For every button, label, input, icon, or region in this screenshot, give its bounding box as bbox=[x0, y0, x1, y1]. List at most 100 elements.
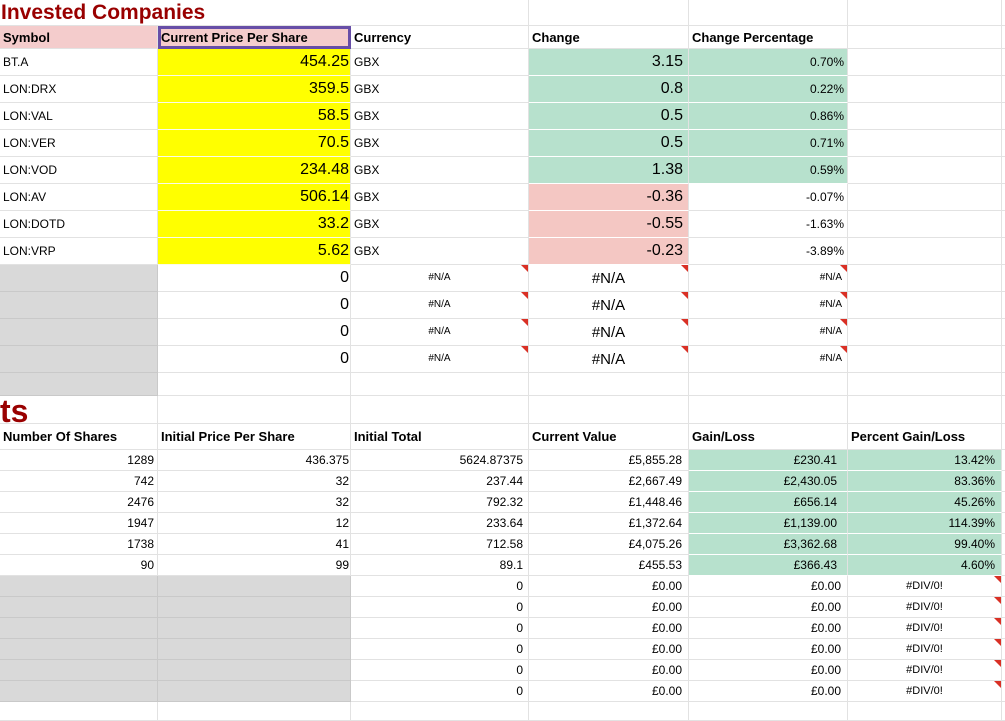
currency-cell[interactable]: GBX bbox=[351, 76, 529, 103]
initial-total-cell[interactable]: 792.32 bbox=[351, 492, 529, 513]
price-cell[interactable]: 234.48 bbox=[158, 157, 351, 184]
change-pct-na-cell[interactable]: #N/A bbox=[689, 346, 848, 373]
gain-loss-cell[interactable]: £2,430.05 bbox=[689, 471, 848, 492]
zero-gain-cell[interactable]: £0.00 bbox=[689, 597, 848, 618]
change-cell[interactable]: -0.23 bbox=[529, 238, 689, 265]
percent-gain-cell[interactable]: 45.26% bbox=[848, 492, 1002, 513]
empty-symbol-cell[interactable] bbox=[0, 346, 158, 373]
div-zero-error-cell[interactable]: #DIV/0! bbox=[848, 576, 1002, 597]
current-value-cell[interactable]: £1,448.46 bbox=[529, 492, 689, 513]
empty-cell[interactable] bbox=[848, 292, 1002, 319]
initial-total-cell[interactable]: 5624.87375 bbox=[351, 450, 529, 471]
initial-price-cell[interactable]: 32 bbox=[158, 471, 351, 492]
currency-na-cell[interactable]: #N/A bbox=[351, 346, 529, 373]
current-value-cell[interactable]: £2,667.49 bbox=[529, 471, 689, 492]
change-pct-na-cell[interactable]: #N/A bbox=[689, 319, 848, 346]
div-zero-error-cell[interactable]: #DIV/0! bbox=[848, 660, 1002, 681]
percent-gain-cell[interactable]: 4.60% bbox=[848, 555, 1002, 576]
symbol-cell[interactable]: LON:DRX bbox=[0, 76, 158, 103]
percent-gain-cell[interactable]: 83.36% bbox=[848, 471, 1002, 492]
initial-price-cell[interactable]: 12 bbox=[158, 513, 351, 534]
empty-cell[interactable] bbox=[351, 702, 529, 721]
empty-cell[interactable] bbox=[848, 346, 1002, 373]
empty-initial-price-cell[interactable] bbox=[158, 639, 351, 660]
change-cell[interactable]: 0.5 bbox=[529, 103, 689, 130]
symbol-cell[interactable]: BT.A bbox=[0, 49, 158, 76]
initial-price-cell[interactable]: 436.375 bbox=[158, 450, 351, 471]
symbol-cell[interactable]: LON:VAL bbox=[0, 103, 158, 130]
empty-cell[interactable] bbox=[848, 211, 1002, 238]
empty-cell[interactable] bbox=[848, 49, 1002, 76]
change-cell[interactable]: 0.8 bbox=[529, 76, 689, 103]
current-value-cell[interactable]: £5,855.28 bbox=[529, 450, 689, 471]
empty-cell[interactable] bbox=[848, 319, 1002, 346]
section1-title[interactable]: Invested Companies bbox=[0, 0, 529, 26]
col-header-current-value[interactable]: Current Value bbox=[529, 424, 689, 450]
empty-initial-price-cell[interactable] bbox=[158, 576, 351, 597]
change-cell[interactable]: 0.5 bbox=[529, 130, 689, 157]
current-value-cell[interactable]: £1,372.64 bbox=[529, 513, 689, 534]
currency-na-cell[interactable]: #N/A bbox=[351, 292, 529, 319]
initial-price-cell[interactable]: 32 bbox=[158, 492, 351, 513]
symbol-cell[interactable]: LON:AV bbox=[0, 184, 158, 211]
empty-cell[interactable] bbox=[848, 26, 1002, 49]
empty-cell[interactable] bbox=[529, 396, 689, 424]
zero-gain-cell[interactable]: £0.00 bbox=[689, 618, 848, 639]
zero-value-cell[interactable]: £0.00 bbox=[529, 681, 689, 702]
empty-shares-cell[interactable] bbox=[0, 618, 158, 639]
div-zero-error-cell[interactable]: #DIV/0! bbox=[848, 618, 1002, 639]
initial-total-cell[interactable]: 233.64 bbox=[351, 513, 529, 534]
currency-cell[interactable]: GBX bbox=[351, 184, 529, 211]
change-pct-cell[interactable]: 0.71% bbox=[689, 130, 848, 157]
currency-cell[interactable]: GBX bbox=[351, 130, 529, 157]
initial-price-cell[interactable]: 99 bbox=[158, 555, 351, 576]
empty-cell[interactable] bbox=[351, 373, 529, 396]
shares-cell[interactable]: 2476 bbox=[0, 492, 158, 513]
initial-total-cell[interactable]: 712.58 bbox=[351, 534, 529, 555]
empty-shares-cell[interactable] bbox=[0, 597, 158, 618]
col-header-currency[interactable]: Currency bbox=[351, 26, 529, 49]
empty-initial-price-cell[interactable] bbox=[158, 681, 351, 702]
price-cell[interactable]: 70.5 bbox=[158, 130, 351, 157]
col-header-current-price[interactable]: Current Price Per Share bbox=[158, 26, 351, 49]
gain-loss-cell[interactable]: £3,362.68 bbox=[689, 534, 848, 555]
zero-gain-cell[interactable]: £0.00 bbox=[689, 639, 848, 660]
price-cell[interactable]: 5.62 bbox=[158, 238, 351, 265]
empty-cell[interactable] bbox=[351, 396, 529, 424]
price-cell[interactable]: 58.5 bbox=[158, 103, 351, 130]
change-na-cell[interactable]: #N/A bbox=[529, 292, 689, 319]
change-cell[interactable]: 1.38 bbox=[529, 157, 689, 184]
percent-gain-cell[interactable]: 13.42% bbox=[848, 450, 1002, 471]
zero-price-cell[interactable]: 0 bbox=[158, 265, 351, 292]
zero-price-cell[interactable]: 0 bbox=[158, 346, 351, 373]
symbol-cell[interactable]: LON:VRP bbox=[0, 238, 158, 265]
change-pct-cell[interactable]: 0.70% bbox=[689, 49, 848, 76]
change-pct-cell[interactable]: 0.22% bbox=[689, 76, 848, 103]
empty-cell[interactable] bbox=[529, 702, 689, 721]
col-header-gain-loss[interactable]: Gain/Loss bbox=[689, 424, 848, 450]
empty-cell[interactable] bbox=[848, 184, 1002, 211]
currency-cell[interactable]: GBX bbox=[351, 238, 529, 265]
zero-total-cell[interactable]: 0 bbox=[351, 597, 529, 618]
change-cell[interactable]: -0.55 bbox=[529, 211, 689, 238]
empty-cell[interactable] bbox=[848, 396, 1002, 424]
currency-cell[interactable]: GBX bbox=[351, 49, 529, 76]
col-header-change-percentage[interactable]: Change Percentage bbox=[689, 26, 848, 49]
percent-gain-cell[interactable]: 114.39% bbox=[848, 513, 1002, 534]
col-header-change[interactable]: Change bbox=[529, 26, 689, 49]
empty-cell[interactable] bbox=[848, 157, 1002, 184]
empty-cell[interactable] bbox=[848, 265, 1002, 292]
symbol-cell[interactable]: LON:VER bbox=[0, 130, 158, 157]
empty-cell[interactable] bbox=[689, 0, 848, 26]
div-zero-error-cell[interactable]: #DIV/0! bbox=[848, 639, 1002, 660]
zero-total-cell[interactable]: 0 bbox=[351, 618, 529, 639]
gain-loss-cell[interactable]: £366.43 bbox=[689, 555, 848, 576]
empty-initial-price-cell[interactable] bbox=[158, 618, 351, 639]
change-pct-cell[interactable]: 0.86% bbox=[689, 103, 848, 130]
zero-price-cell[interactable]: 0 bbox=[158, 319, 351, 346]
price-cell[interactable]: 506.14 bbox=[158, 184, 351, 211]
percent-gain-cell[interactable]: 99.40% bbox=[848, 534, 1002, 555]
empty-cell[interactable] bbox=[158, 373, 351, 396]
empty-cell[interactable] bbox=[848, 702, 1002, 721]
current-value-cell[interactable]: £4,075.26 bbox=[529, 534, 689, 555]
